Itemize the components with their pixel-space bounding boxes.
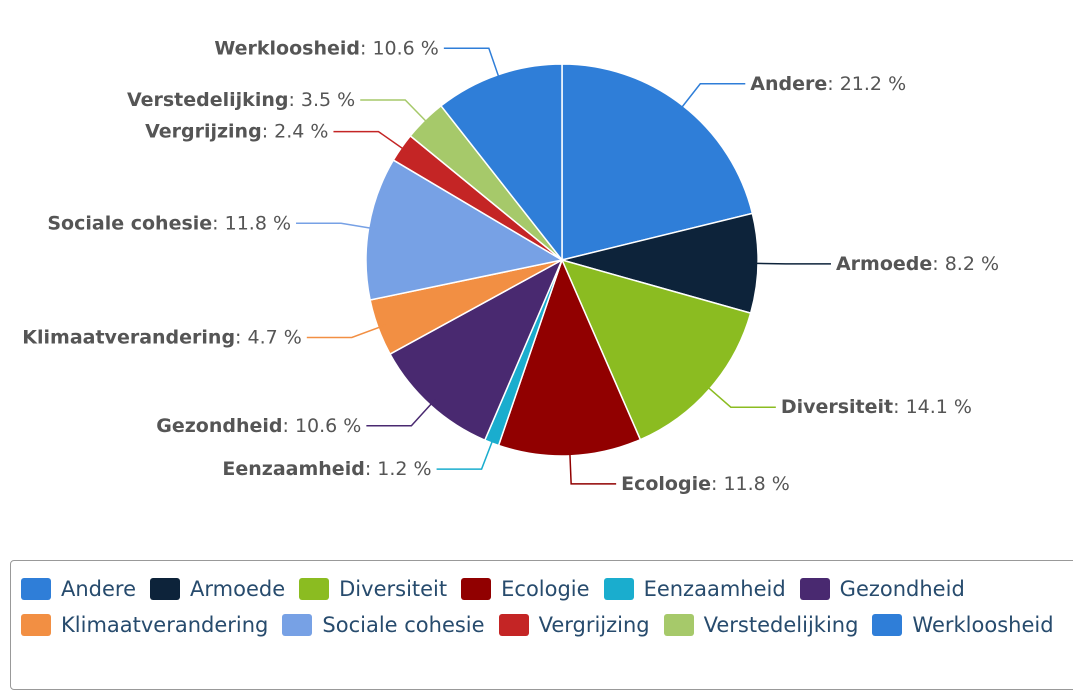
label-separator: : (360, 37, 372, 59)
label-value: 4.7 % (248, 326, 302, 348)
label-name: Ecologie (621, 472, 711, 494)
label-separator: : (288, 89, 300, 111)
label-name: Werkloosheid (214, 37, 360, 59)
data-label: Eenzaamheid: 1.2 % (222, 458, 431, 480)
legend-label: Armoede (190, 577, 286, 601)
legend-label: Sociale cohesie (322, 613, 485, 637)
connector (749, 262, 831, 265)
connector (366, 398, 437, 427)
legend-label: Andere (61, 577, 137, 601)
connector (306, 324, 386, 339)
label-separator: : (827, 72, 839, 94)
legend-swatch (872, 614, 903, 636)
label-name: Gezondheid (156, 414, 282, 436)
data-label: Verstedelijking: 3.5 % (127, 89, 355, 111)
label-name: Andere (750, 72, 827, 94)
legend-swatch (282, 614, 313, 636)
data-label: Vergrijzing: 2.4 % (145, 120, 328, 142)
label-value: 10.6 % (295, 414, 361, 436)
connector (296, 222, 377, 230)
legend-label: Werkloosheid (912, 613, 1054, 637)
data-label: Andere: 21.2 % (750, 72, 906, 94)
label-value: 11.8 % (225, 212, 291, 234)
label-name: Verstedelijking (127, 89, 289, 111)
data-label: Armoede: 8.2 % (836, 252, 999, 274)
label-value: 1.2 % (377, 458, 431, 480)
label-name: Armoede (836, 252, 932, 274)
connector (360, 99, 431, 127)
legend-item[interactable]: Eenzaamheid (603, 574, 786, 604)
legend-item[interactable]: Vergrijzing (498, 610, 650, 640)
label-value: 10.6 % (372, 37, 438, 59)
label-value: 8.2 % (945, 252, 999, 274)
legend-item[interactable]: Diversiteit (299, 574, 447, 604)
data-label: Werkloosheid: 10.6 % (214, 37, 439, 59)
chart: Andere: 21.2 % Armoede: 8.2 % Diversiteit:… (22, 37, 999, 495)
legend-label: Vergrijzing (538, 613, 650, 637)
label-name: Diversiteit (781, 396, 893, 418)
label-separator: : (212, 212, 224, 234)
label-value: 3.5 % (301, 89, 355, 111)
legend-swatch (150, 578, 181, 600)
legend-item[interactable]: Ecologie (461, 574, 590, 604)
legend-item[interactable]: Klimaatverandering (21, 610, 268, 640)
label-value: 2.4 % (274, 120, 328, 142)
connector (443, 47, 502, 83)
legend-swatch (663, 614, 694, 636)
label-name: Vergrijzing (145, 120, 262, 142)
legend-label: Gezondheid (839, 577, 965, 601)
legend-swatch (799, 578, 830, 600)
legend-label: Ecologie (501, 577, 590, 601)
label-name: Eenzaamheid (222, 458, 364, 480)
data-label: Diversiteit: 14.1 % (781, 396, 972, 418)
data-label: Gezondheid: 10.6 % (156, 414, 361, 436)
label-name: Klimaatverandering (22, 326, 235, 348)
legend-swatch (461, 578, 492, 600)
connector (703, 382, 776, 408)
connector (333, 130, 409, 153)
label-separator: : (932, 252, 944, 274)
label-separator: : (235, 326, 247, 348)
connector (436, 435, 496, 470)
legend-swatch (21, 578, 51, 600)
label-separator: : (365, 458, 377, 480)
label-name: Sociale cohesie (47, 212, 212, 234)
legend-label: Diversiteit (339, 577, 448, 601)
legend-swatch (21, 614, 51, 636)
legend-item[interactable]: Andere (21, 574, 136, 604)
label-separator: : (262, 120, 274, 142)
legend-item[interactable]: Sociale cohesie (282, 610, 485, 640)
legend-item[interactable]: Armoede (150, 574, 285, 604)
label-separator: : (283, 414, 295, 436)
legend-swatch (603, 578, 634, 600)
label-value: 11.8 % (723, 472, 789, 494)
label-separator: : (893, 396, 905, 418)
legend-swatch (498, 614, 529, 636)
legend-label: Verstedelijking (703, 613, 859, 637)
legend-item[interactable]: Werkloosheid (872, 610, 1054, 640)
data-label: Klimaatverandering: 4.7 % (22, 326, 302, 348)
legend: Andere Armoede Diversiteit Ecologie Eenzaamh… (10, 560, 1073, 690)
label-value: 21.2 % (840, 72, 906, 94)
legend-item[interactable]: Gezondheid (799, 574, 965, 604)
legend-label: Eenzaamheid (643, 577, 786, 601)
data-label: Sociale cohesie: 11.8 % (47, 212, 291, 234)
legend-item[interactable]: Verstedelijking (663, 610, 859, 640)
legend-label: Klimaatverandering (61, 613, 269, 637)
label-value: 14.1 % (906, 396, 972, 418)
legend-swatch (299, 578, 330, 600)
connector (568, 447, 617, 485)
label-separator: : (711, 472, 723, 494)
data-label: Ecologie: 11.8 % (621, 472, 790, 494)
connector (677, 83, 746, 113)
